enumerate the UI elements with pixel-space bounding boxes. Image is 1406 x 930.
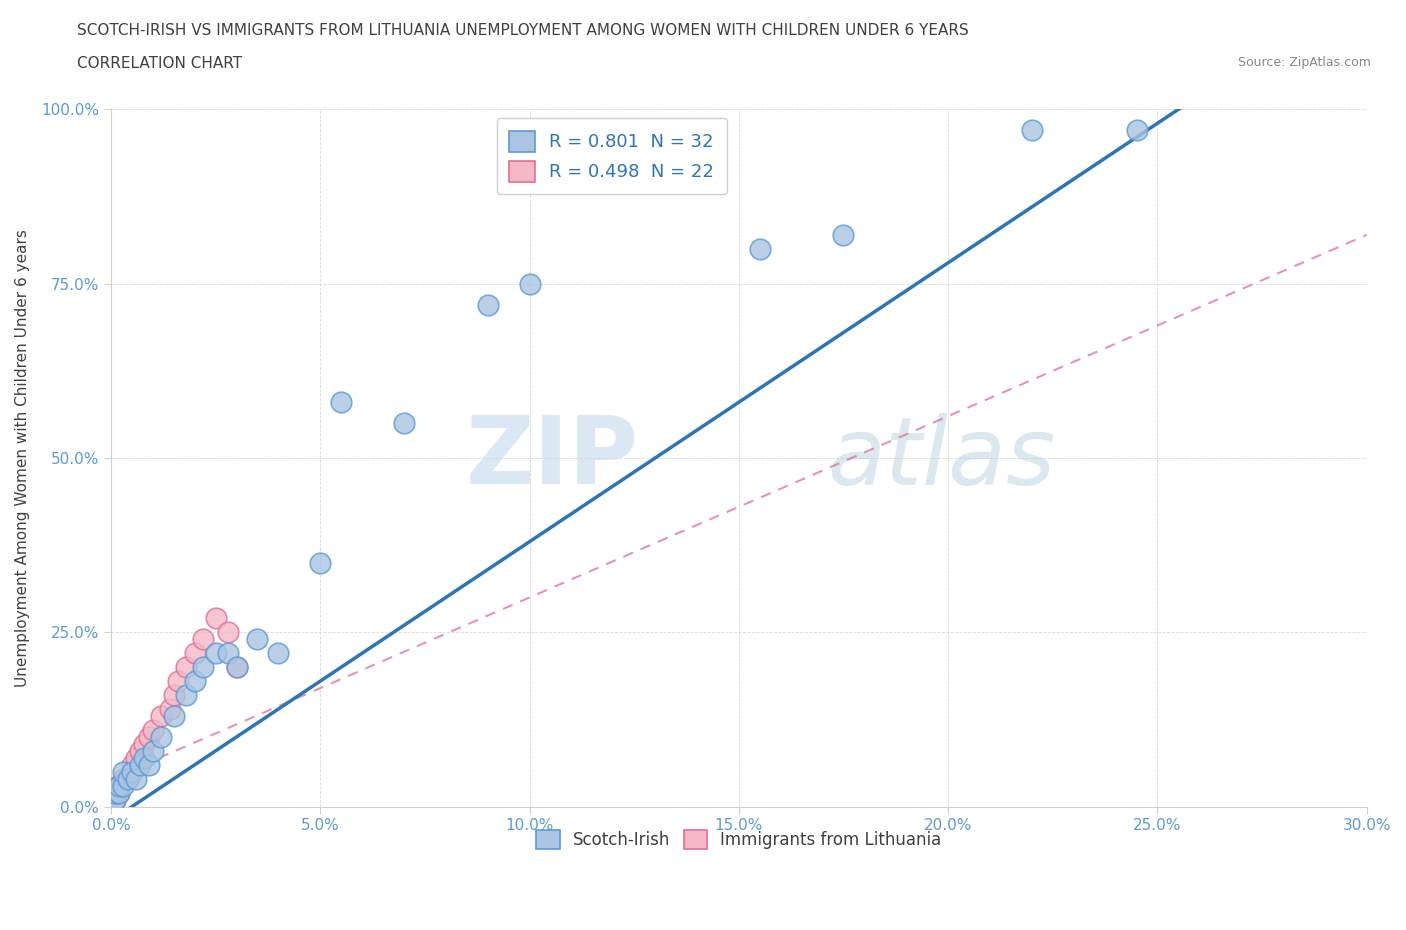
- Point: [117, 771, 139, 786]
- Point: [204, 611, 226, 626]
- Point: [174, 659, 197, 674]
- Point: [108, 778, 131, 793]
- Point: [142, 743, 165, 758]
- Point: [191, 631, 214, 646]
- Point: [225, 659, 247, 674]
- Text: atlas: atlas: [827, 413, 1054, 503]
- Point: [246, 631, 269, 646]
- Point: [163, 709, 186, 724]
- Point: [477, 298, 499, 312]
- Point: [519, 276, 541, 291]
- Point: [225, 659, 247, 674]
- Point: [217, 645, 239, 660]
- Point: [108, 785, 131, 800]
- Point: [129, 743, 152, 758]
- Point: [117, 771, 139, 786]
- Point: [392, 416, 415, 431]
- Point: [134, 737, 156, 751]
- Point: [167, 673, 190, 688]
- Point: [121, 764, 143, 779]
- Point: [112, 771, 135, 786]
- Point: [112, 778, 135, 793]
- Point: [142, 723, 165, 737]
- Legend: Scotch-Irish, Immigrants from Lithuania: Scotch-Irish, Immigrants from Lithuania: [527, 822, 950, 857]
- Point: [104, 792, 127, 807]
- Y-axis label: Unemployment Among Women with Children Under 6 years: Unemployment Among Women with Children U…: [15, 229, 30, 687]
- Point: [183, 673, 205, 688]
- Text: ZIP: ZIP: [465, 412, 638, 504]
- Point: [832, 228, 855, 243]
- Point: [150, 729, 173, 744]
- Point: [134, 751, 156, 765]
- Point: [330, 394, 353, 409]
- Point: [150, 709, 173, 724]
- Point: [108, 778, 131, 793]
- Point: [125, 751, 148, 765]
- Point: [163, 687, 186, 702]
- Point: [267, 645, 290, 660]
- Point: [104, 785, 127, 800]
- Point: [174, 687, 197, 702]
- Point: [204, 645, 226, 660]
- Point: [183, 645, 205, 660]
- Point: [104, 792, 127, 807]
- Point: [112, 764, 135, 779]
- Point: [217, 625, 239, 640]
- Point: [1125, 123, 1147, 138]
- Point: [129, 757, 152, 772]
- Point: [309, 555, 332, 570]
- Point: [125, 771, 148, 786]
- Text: CORRELATION CHART: CORRELATION CHART: [77, 56, 242, 71]
- Point: [191, 659, 214, 674]
- Point: [121, 757, 143, 772]
- Point: [159, 701, 181, 716]
- Point: [138, 729, 160, 744]
- Point: [104, 785, 127, 800]
- Point: [108, 785, 131, 800]
- Point: [1021, 123, 1043, 138]
- Text: Source: ZipAtlas.com: Source: ZipAtlas.com: [1237, 56, 1371, 69]
- Text: SCOTCH-IRISH VS IMMIGRANTS FROM LITHUANIA UNEMPLOYMENT AMONG WOMEN WITH CHILDREN: SCOTCH-IRISH VS IMMIGRANTS FROM LITHUANI…: [77, 23, 969, 38]
- Point: [748, 242, 770, 257]
- Point: [138, 757, 160, 772]
